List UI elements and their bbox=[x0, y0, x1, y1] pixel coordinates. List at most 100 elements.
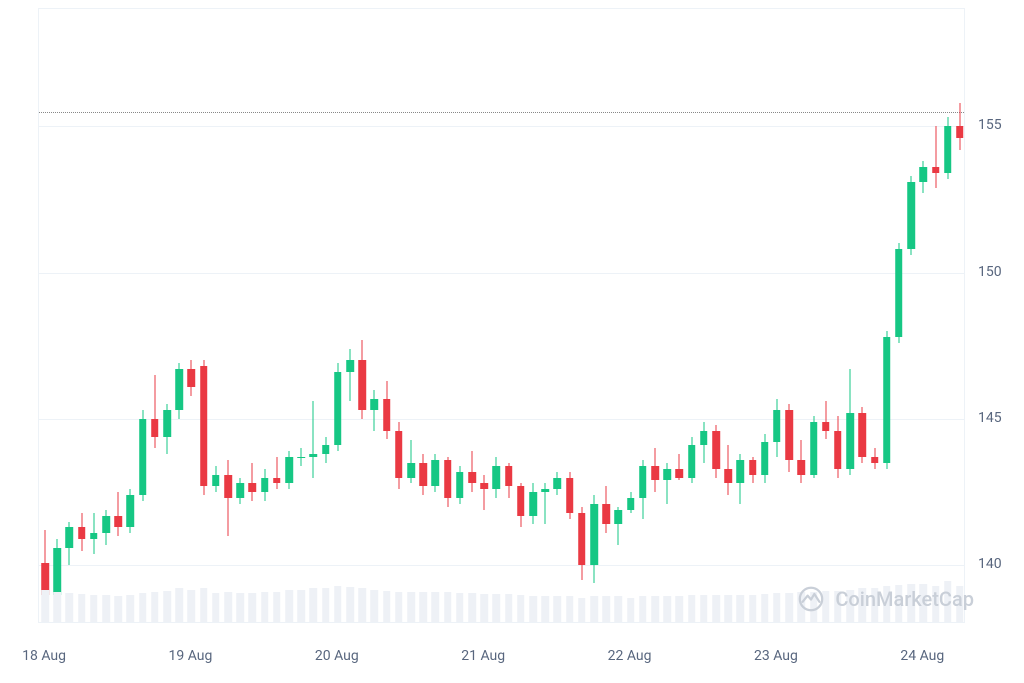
candle-body[interactable] bbox=[846, 413, 854, 469]
volume-bar bbox=[383, 591, 391, 622]
candle-body[interactable] bbox=[261, 478, 269, 493]
volume-bar bbox=[261, 592, 269, 622]
candle-body[interactable] bbox=[200, 366, 208, 486]
candle-body[interactable] bbox=[859, 413, 867, 457]
volume-bar bbox=[627, 598, 635, 622]
candle-body[interactable] bbox=[663, 469, 671, 481]
volume-bar bbox=[493, 594, 501, 622]
volume-bar bbox=[480, 594, 488, 622]
candle-body[interactable] bbox=[834, 431, 842, 469]
candle-body[interactable] bbox=[358, 360, 366, 410]
candle-body[interactable] bbox=[920, 167, 928, 182]
candle-body[interactable] bbox=[944, 126, 952, 173]
candle-body[interactable] bbox=[273, 478, 281, 484]
candle-body[interactable] bbox=[749, 460, 757, 475]
candle-body[interactable] bbox=[883, 337, 891, 463]
candle-body[interactable] bbox=[66, 527, 74, 548]
candle-body[interactable] bbox=[700, 431, 708, 446]
candle-body[interactable] bbox=[712, 431, 720, 469]
volume-bar bbox=[224, 592, 232, 622]
volume-bar bbox=[956, 586, 964, 622]
candle-body[interactable] bbox=[529, 492, 537, 515]
candle-body[interactable] bbox=[102, 516, 110, 534]
candle-body[interactable] bbox=[810, 422, 818, 475]
candle-body[interactable] bbox=[444, 460, 452, 498]
candle-body[interactable] bbox=[383, 399, 391, 431]
candle-body[interactable] bbox=[541, 489, 549, 492]
candle-body[interactable] bbox=[407, 463, 415, 478]
candle-body[interactable] bbox=[590, 504, 598, 566]
volume-bar bbox=[212, 593, 220, 622]
candle-body[interactable] bbox=[224, 475, 232, 498]
candle-body[interactable] bbox=[639, 466, 647, 498]
candle-body[interactable] bbox=[505, 466, 513, 487]
candle-body[interactable] bbox=[175, 369, 183, 410]
candle-body[interactable] bbox=[566, 478, 574, 513]
candle-body[interactable] bbox=[895, 249, 903, 337]
current-price-line bbox=[39, 112, 964, 113]
candle-body[interactable] bbox=[346, 360, 354, 372]
candle-body[interactable] bbox=[297, 457, 305, 458]
candle-body[interactable] bbox=[602, 504, 610, 525]
candle-body[interactable] bbox=[627, 498, 635, 510]
candle-body[interactable] bbox=[785, 410, 793, 460]
candle-body[interactable] bbox=[676, 469, 684, 478]
volume-bar bbox=[163, 591, 171, 622]
candle-body[interactable] bbox=[493, 466, 501, 489]
volume-bar bbox=[285, 590, 293, 622]
candle-body[interactable] bbox=[956, 126, 964, 138]
candle-body[interactable] bbox=[371, 399, 379, 411]
candle-body[interactable] bbox=[419, 463, 427, 486]
candle-body[interactable] bbox=[115, 516, 123, 528]
candle-body[interactable] bbox=[480, 483, 488, 489]
candle-wick bbox=[350, 349, 351, 402]
candle-body[interactable] bbox=[578, 513, 586, 566]
candle-body[interactable] bbox=[761, 442, 769, 474]
candle-body[interactable] bbox=[139, 419, 147, 495]
volume-bar bbox=[566, 596, 574, 622]
candle-body[interactable] bbox=[163, 410, 171, 436]
candlestick-chart[interactable]: 140145150155 18 Aug19 Aug20 Aug21 Aug22 … bbox=[0, 0, 1024, 683]
candle-body[interactable] bbox=[798, 460, 806, 475]
candle-body[interactable] bbox=[285, 457, 293, 483]
candle-body[interactable] bbox=[456, 472, 464, 498]
candle-body[interactable] bbox=[724, 469, 732, 484]
candle-body[interactable] bbox=[249, 483, 257, 492]
candle-body[interactable] bbox=[932, 167, 940, 173]
volume-bar bbox=[66, 593, 74, 622]
candle-body[interactable] bbox=[907, 182, 915, 249]
candle-body[interactable] bbox=[822, 422, 830, 431]
volume-bar bbox=[590, 596, 598, 622]
volume-bar bbox=[810, 592, 818, 622]
candle-wick bbox=[154, 375, 155, 448]
candle-body[interactable] bbox=[90, 533, 98, 539]
candle-wick bbox=[118, 492, 119, 536]
candle-body[interactable] bbox=[737, 460, 745, 483]
candle-body[interactable] bbox=[517, 486, 525, 515]
candle-body[interactable] bbox=[310, 454, 318, 457]
candle-body[interactable] bbox=[334, 372, 342, 445]
candle-body[interactable] bbox=[468, 472, 476, 484]
candle-body[interactable] bbox=[615, 510, 623, 525]
candle-body[interactable] bbox=[54, 548, 62, 595]
candle-body[interactable] bbox=[773, 410, 781, 442]
candle-wick bbox=[228, 460, 229, 536]
candle-body[interactable] bbox=[78, 527, 86, 539]
candle-body[interactable] bbox=[432, 460, 440, 486]
candle-body[interactable] bbox=[127, 495, 135, 527]
candle-body[interactable] bbox=[212, 475, 220, 487]
candle-body[interactable] bbox=[554, 478, 562, 490]
candle-body[interactable] bbox=[688, 445, 696, 477]
candle-body[interactable] bbox=[236, 483, 244, 498]
plot-area[interactable] bbox=[38, 8, 965, 623]
candle-body[interactable] bbox=[151, 419, 159, 437]
candle-body[interactable] bbox=[871, 457, 879, 463]
candle-body[interactable] bbox=[651, 466, 659, 481]
candle-wick bbox=[313, 401, 314, 477]
volume-bar bbox=[517, 595, 525, 622]
candle-body[interactable] bbox=[395, 431, 403, 478]
volume-bar bbox=[456, 593, 464, 622]
volume-bar bbox=[468, 593, 476, 622]
candle-body[interactable] bbox=[188, 369, 196, 387]
candle-body[interactable] bbox=[322, 445, 330, 454]
